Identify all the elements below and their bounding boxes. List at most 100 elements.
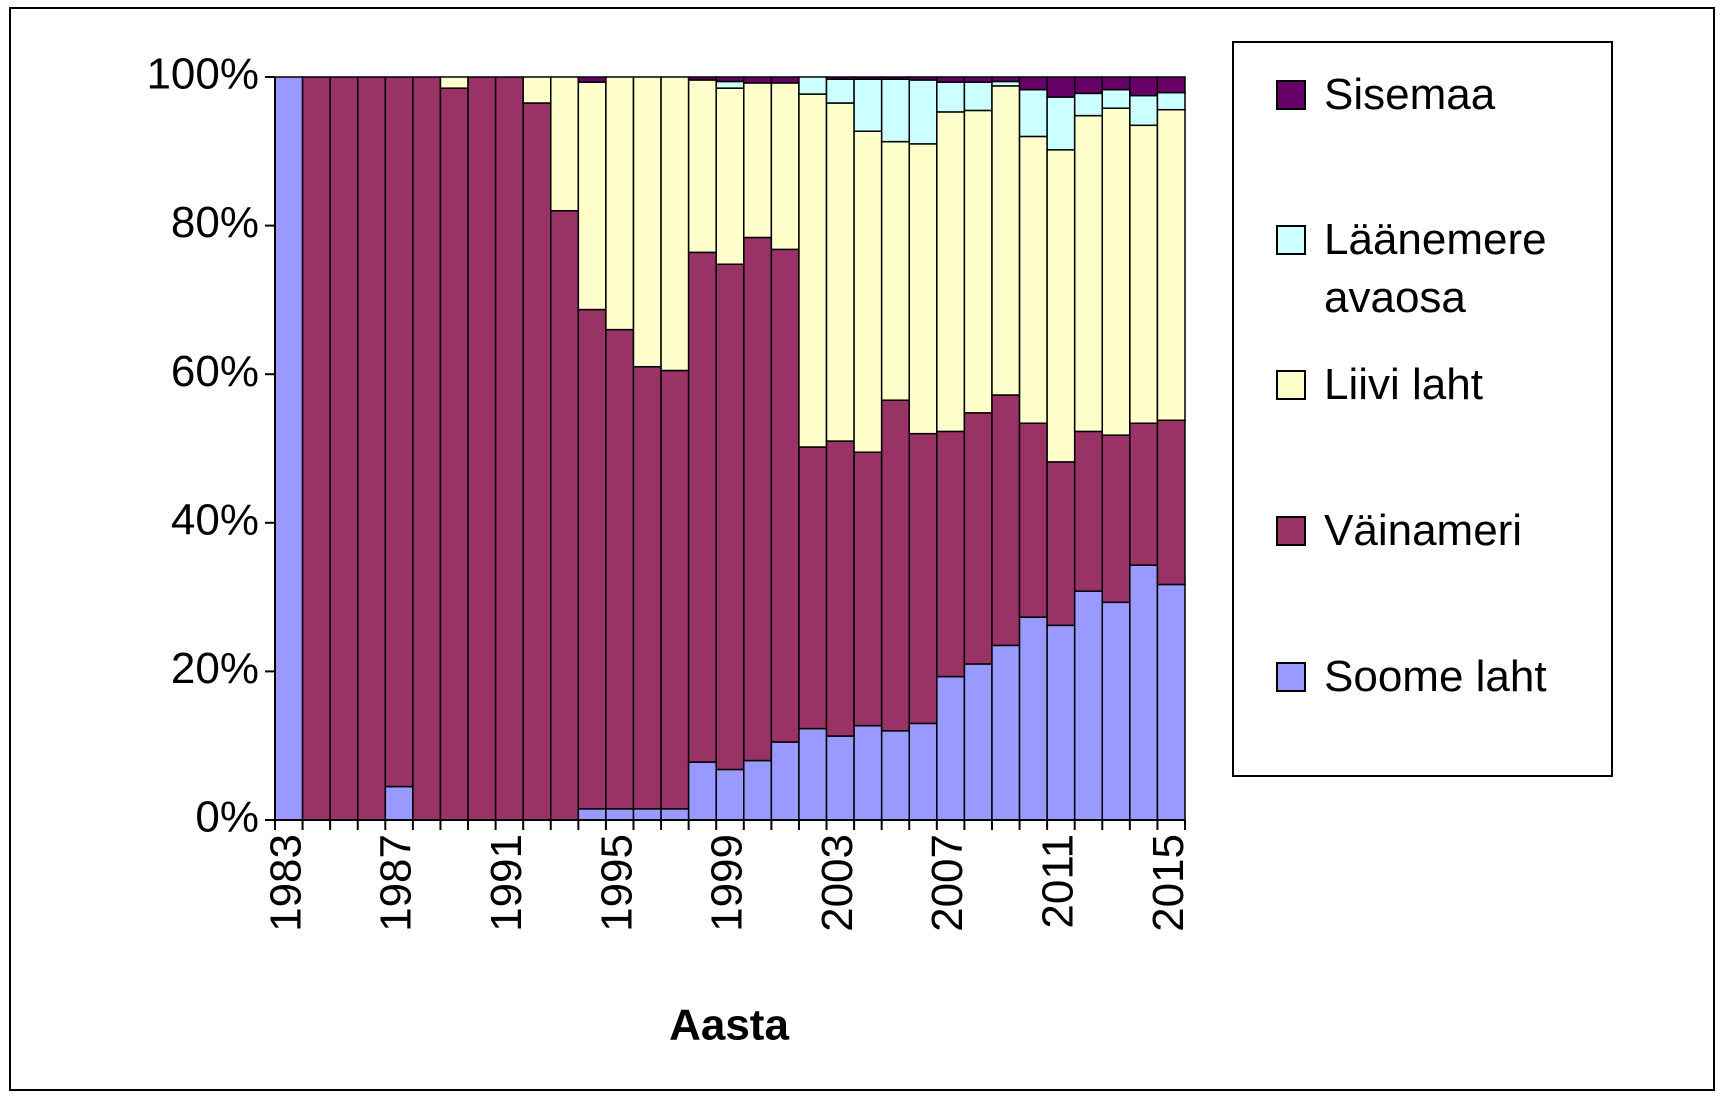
bar-segment (1129, 422, 1159, 566)
bar-segment (743, 76, 773, 84)
x-tick-label: 1999 (703, 834, 752, 932)
bar-segment (1073, 430, 1104, 592)
bar-segment (301, 76, 331, 821)
bar-segment (1101, 434, 1131, 604)
bar-segment (1018, 135, 1048, 424)
bar-segment (1073, 92, 1104, 117)
y-tick-label: 80% (171, 198, 259, 247)
bar-segment (715, 76, 745, 83)
bar-segment (853, 130, 883, 453)
legend-swatch (1276, 225, 1306, 255)
x-tick-label: 1991 (482, 834, 531, 932)
bar-segment (1073, 114, 1104, 433)
bar-segment (1101, 76, 1131, 91)
bar-segment (825, 440, 855, 737)
legend-label: Läänemere avaosa (1324, 215, 1547, 322)
bar-segment (1018, 616, 1048, 821)
bar-segment (1018, 76, 1048, 91)
bar-segment (605, 328, 635, 810)
bar-segment (963, 81, 993, 112)
bar-segment (467, 76, 497, 821)
x-axis-title: Aasta (669, 1001, 789, 1050)
bar-segment (1046, 624, 1076, 821)
bar-segment (522, 102, 552, 821)
bar-segment (963, 412, 993, 665)
bar-segment (687, 76, 717, 81)
bar-segment (687, 79, 717, 254)
bar-segment (384, 785, 414, 821)
bar-segment (908, 143, 938, 435)
bar-segment (412, 76, 442, 821)
bar-segment (853, 78, 883, 132)
bar-segment (577, 808, 607, 821)
legend-swatch (1276, 80, 1306, 110)
bar-segment (1101, 88, 1131, 109)
y-tick-label: 0% (195, 793, 259, 842)
bar-segment (770, 741, 800, 821)
bar-segment (825, 76, 855, 80)
bar-segment (1129, 564, 1159, 821)
bar-segment (1129, 76, 1159, 97)
x-tick-label: 1987 (372, 834, 421, 932)
bar-segment (1156, 583, 1186, 821)
bar-segment (632, 366, 662, 810)
bar-segment (798, 727, 828, 821)
bar-segment (908, 76, 938, 81)
bar-segment (936, 430, 966, 678)
y-tick-label: 100% (146, 50, 259, 99)
legend-label: Sisemaa (1324, 70, 1496, 119)
legend-label: Liivi laht (1324, 360, 1483, 409)
bar-segment (1156, 108, 1186, 422)
bar-segment (577, 81, 607, 311)
bar-segment (798, 446, 828, 730)
legend-box (1232, 41, 1613, 777)
legend-swatch (1276, 370, 1306, 400)
bar-segment (550, 209, 580, 821)
bar-segment (963, 76, 993, 83)
bar-segment (1156, 91, 1186, 111)
x-tick-label: 2003 (813, 834, 862, 932)
bar-segment (880, 76, 910, 80)
bar-segment (991, 76, 1021, 83)
bar-segment (660, 808, 690, 821)
bar-segment (1073, 76, 1104, 95)
bar-segment (853, 724, 883, 821)
bar-segment (743, 82, 773, 239)
bar-segment (825, 735, 855, 821)
x-tick-label: 1995 (592, 834, 641, 932)
bar-segment (439, 87, 469, 821)
frame (9, 7, 1715, 1091)
bar-segment (632, 808, 662, 821)
bar-segment (880, 730, 910, 821)
bar-segment (1101, 601, 1131, 821)
bar-segment (1129, 94, 1159, 127)
bar-segment (798, 93, 828, 448)
bar-segment (274, 76, 304, 821)
bar-segment (356, 76, 387, 821)
bar-segment (687, 251, 717, 763)
bar-segment (991, 85, 1021, 396)
bar-segment (936, 675, 966, 821)
bar-segment (715, 80, 745, 89)
bar-segment (770, 82, 800, 251)
bar-segment (991, 394, 1021, 647)
bar-segment (880, 78, 910, 143)
bar-segment (798, 76, 828, 95)
bar-segment (715, 87, 745, 265)
bar-segment (743, 236, 773, 762)
bar-segment (908, 722, 938, 821)
legend-swatch (1276, 516, 1306, 546)
bar-segment (908, 432, 938, 725)
bar-segment (991, 644, 1021, 821)
x-tick-label: 2007 (923, 834, 972, 932)
bar-segment (853, 451, 883, 727)
bar-segment (577, 308, 607, 810)
bar-segment (494, 76, 524, 821)
bar-segment (715, 263, 745, 771)
bar-segment (1129, 124, 1159, 424)
bar-segment (1156, 76, 1186, 94)
y-tick-label: 60% (171, 347, 259, 396)
bar-segment (853, 76, 883, 80)
bar-segment (743, 759, 773, 821)
